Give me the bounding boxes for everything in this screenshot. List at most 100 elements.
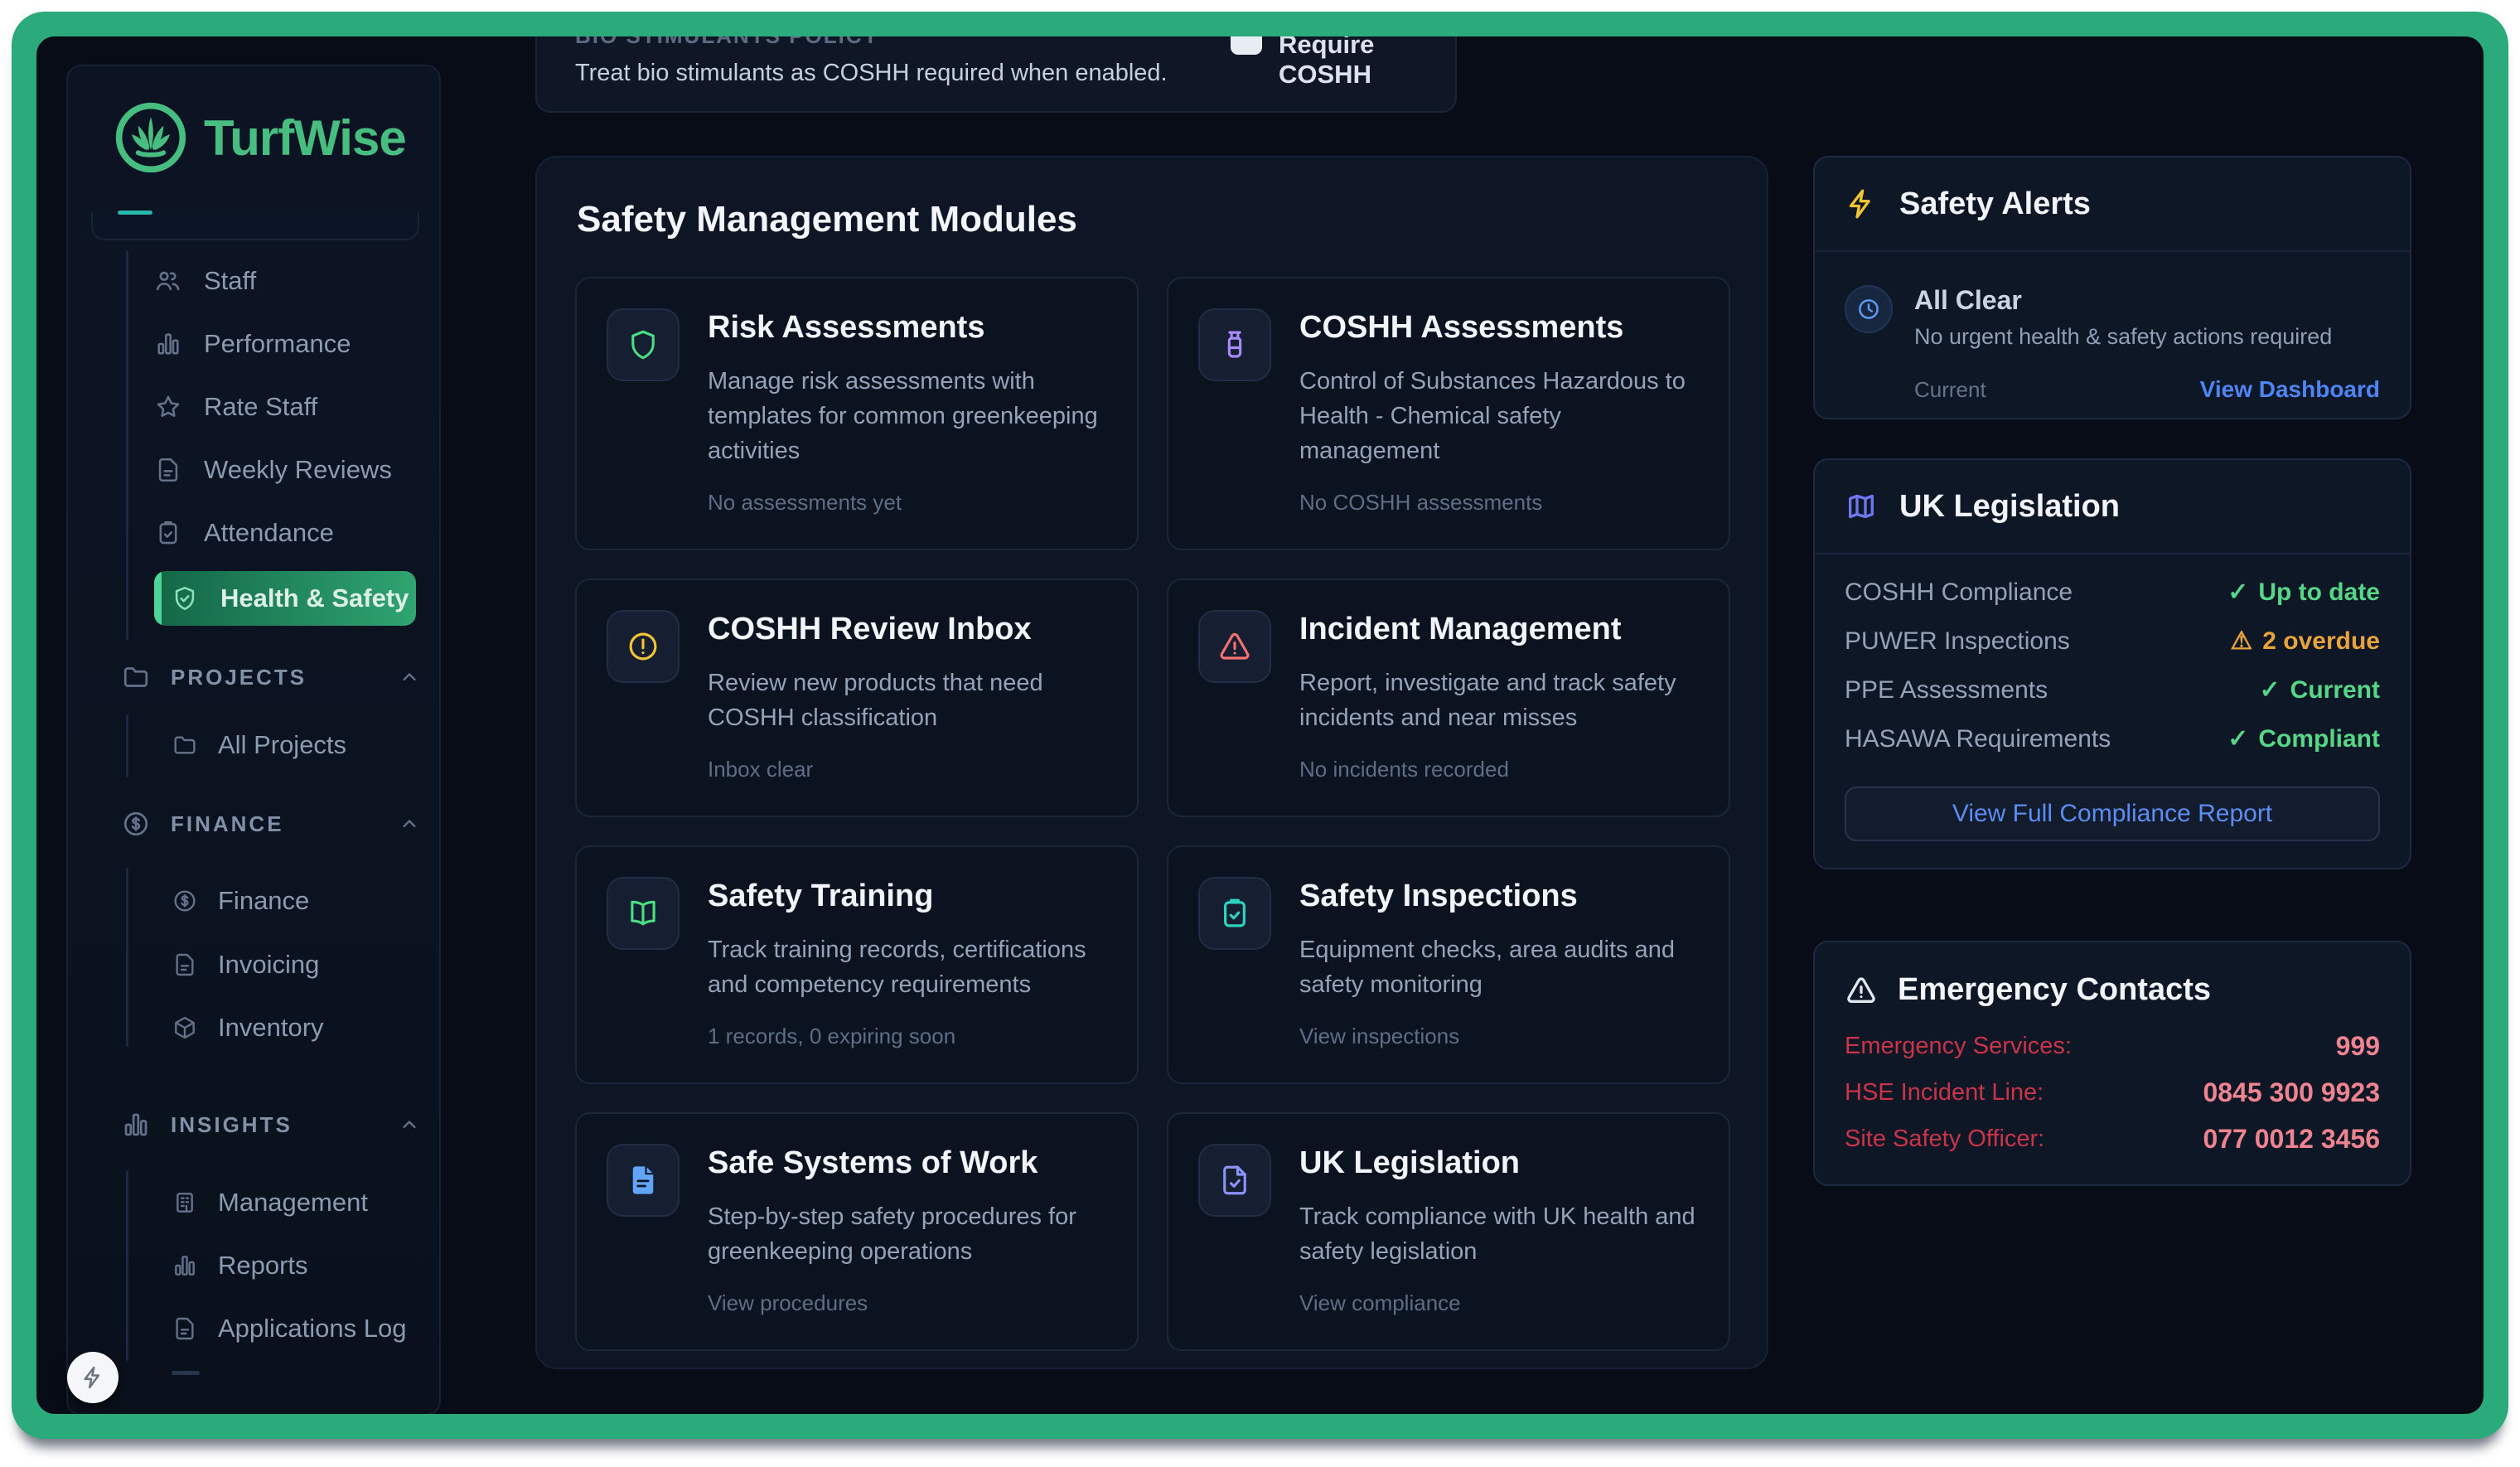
sidebar-item-health-safety[interactable]: Health & Safety (154, 571, 416, 626)
lightning-icon (1845, 187, 1878, 220)
module-card-uk-legislation[interactable]: UK Legislation Track compliance with UK … (1167, 1112, 1730, 1351)
module-status: No assessments yet (708, 490, 902, 515)
sidebar-section-projects[interactable]: PROJECTS (121, 652, 421, 702)
cube-icon (172, 1014, 198, 1041)
clipped-nav-item (91, 212, 419, 240)
turfwise-grass-logo-icon (113, 99, 189, 176)
sidebar-item-performance[interactable]: Performance (154, 319, 416, 369)
sidebar-item-all-projects[interactable]: All Projects (172, 720, 420, 770)
panel-title: Safety Management Modules (577, 199, 1077, 240)
uk-legislation-card: UK Legislation COSHH Compliance ✓ Up to … (1813, 458, 2411, 869)
sidebar-section-label: INSIGHTS (171, 1111, 293, 1137)
map-icon (1845, 490, 1878, 523)
emergency-contact-row: Emergency Services: 999 (1815, 1023, 2410, 1069)
sidebar-item-staff[interactable]: Staff (154, 256, 416, 306)
beaker-icon (1198, 308, 1271, 381)
emergency-contact-row: HSE Incident Line: 0845 300 9923 (1815, 1069, 2410, 1116)
sidebar-item-label: Applications Log (218, 1314, 407, 1343)
sidebar-item-label: Inventory (218, 1013, 324, 1042)
compliance-rows: COSHH Compliance ✓ Up to date PUWER Insp… (1815, 568, 2410, 763)
sidebar-item-invoicing[interactable]: Invoicing (172, 940, 420, 990)
nav-indent-line (126, 1170, 128, 1361)
modules-grid: Risk Assessments Manage risk assessments… (575, 277, 1730, 1351)
sidebar-section-label: FINANCE (171, 811, 284, 836)
sidebar-item-weekly-reviews[interactable]: Weekly Reviews (154, 445, 416, 495)
require-coshh-checkbox[interactable] (1231, 36, 1262, 55)
policy-card-label: BIO STIMULANTS POLICY (575, 36, 879, 49)
module-title: COSHH Assessments (1299, 310, 1624, 345)
sidebar-item-reports[interactable]: Reports (172, 1241, 420, 1290)
require-coshh-label: Require COSHH (1279, 36, 1375, 89)
status-badge: ⚠ 2 overdue (2230, 627, 2380, 656)
clock-icon (1845, 285, 1893, 333)
module-description: Step-by-step safety procedures for green… (708, 1203, 1076, 1265)
document-icon (172, 1315, 198, 1342)
compliance-row: COSHH Compliance ✓ Up to date (1815, 568, 2410, 617)
status-badge: ✓ Current (2259, 675, 2380, 704)
module-card-incident-management[interactable]: Incident Management Report, investigate … (1167, 579, 1730, 817)
sidebar-item-label: Management (218, 1188, 368, 1217)
module-card-coshh-assessments[interactable]: COSHH Assessments Control of Substances … (1167, 277, 1730, 550)
sidebar-item-label: Invoicing (218, 950, 320, 979)
sidebar-section-finance[interactable]: FINANCE (121, 799, 421, 849)
status-badge: ✓ Up to date (2227, 578, 2380, 607)
bar-chart-icon (121, 1110, 151, 1140)
card-title: UK Legislation (1899, 488, 2121, 524)
contact-label: Site Safety Officer: (1845, 1125, 2045, 1152)
module-title: Risk Assessments (708, 310, 985, 345)
contact-label: HSE Incident Line: (1845, 1078, 2044, 1106)
alert-status-description: No urgent health & safety actions requir… (1914, 324, 2333, 349)
document-icon (154, 456, 182, 484)
check-icon: ✓ (2227, 579, 2249, 606)
contact-number: 077 0012 3456 (2203, 1123, 2380, 1154)
module-title: Incident Management (1299, 612, 1622, 646)
shield-icon (607, 308, 680, 381)
clipboard-check-icon (1198, 877, 1271, 950)
module-title: COSHH Review Inbox (708, 612, 1032, 646)
check-icon: ✓ (2259, 676, 2281, 704)
module-description: Track training records, certifications a… (708, 937, 1086, 998)
sidebar-item-label: Health & Safety (220, 583, 409, 612)
alert-triangle-icon (1198, 610, 1271, 683)
emergency-contacts-header: Emergency Contacts (1815, 942, 2410, 1016)
module-card-safety-inspections[interactable]: Safety Inspections Equipment checks, are… (1167, 845, 1730, 1084)
module-card-risk-assessments[interactable]: Risk Assessments Manage risk assessments… (575, 277, 1139, 550)
brand-logo[interactable]: TurfWise (113, 99, 407, 176)
module-status: View inspections (1299, 1024, 1460, 1048)
module-card-safety-training[interactable]: Safety Training Track training records, … (575, 845, 1139, 1084)
sidebar-item-applications-log[interactable]: Applications Log (172, 1304, 420, 1353)
safety-modules-panel: Safety Management Modules Risk Assessmen… (535, 156, 1768, 1369)
alert-circle-icon (607, 610, 680, 683)
file-text-icon (607, 1144, 680, 1217)
clipped-nav-item-bottom (172, 1371, 200, 1375)
module-card-safe-systems-of-work[interactable]: Safe Systems of Work Step-by-step safety… (575, 1112, 1139, 1351)
compliance-label: COSHH Compliance (1845, 578, 2073, 606)
view-full-compliance-report-button[interactable]: View Full Compliance Report (1845, 787, 2380, 841)
module-description: Review new products that need COSHH clas… (708, 670, 1043, 731)
view-dashboard-link[interactable]: View Dashboard (2199, 376, 2380, 402)
uk-legislation-header: UK Legislation (1815, 460, 2410, 554)
sidebar-item-management[interactable]: Management (172, 1178, 420, 1227)
chevron-up-icon (398, 666, 421, 689)
module-description: Control of Substances Hazardous to Healt… (1299, 368, 1686, 464)
module-card-coshh-review-inbox[interactable]: COSHH Review Inbox Review new products t… (575, 579, 1139, 817)
quick-action-button[interactable] (67, 1352, 119, 1403)
sidebar-item-label: All Projects (218, 730, 347, 759)
folder-icon (172, 732, 198, 758)
sidebar-section-insights[interactable]: INSIGHTS (121, 1100, 421, 1150)
module-title: Safe Systems of Work (708, 1145, 1038, 1180)
contact-number: 999 (2335, 1030, 2380, 1061)
sidebar-item-inventory[interactable]: Inventory (172, 1003, 420, 1053)
brand-name: TurfWise (204, 109, 407, 166)
nav-group-indent-line (126, 250, 128, 640)
sidebar-item-attendance[interactable]: Attendance (154, 508, 416, 558)
star-icon (154, 393, 182, 421)
status-badge: ✓ Compliant (2227, 724, 2380, 753)
sidebar-item-rate-staff[interactable]: Rate Staff (154, 382, 416, 432)
sidebar-item-finance[interactable]: Finance (172, 876, 420, 926)
contact-label: Emergency Services: (1845, 1032, 2072, 1059)
warning-triangle-icon (1845, 974, 1878, 1007)
book-open-icon (607, 877, 680, 950)
bio-stimulants-policy-card: BIO STIMULANTS POLICY Treat bio stimulan… (535, 36, 1457, 113)
module-description: Manage risk assessments with templates f… (708, 368, 1098, 464)
